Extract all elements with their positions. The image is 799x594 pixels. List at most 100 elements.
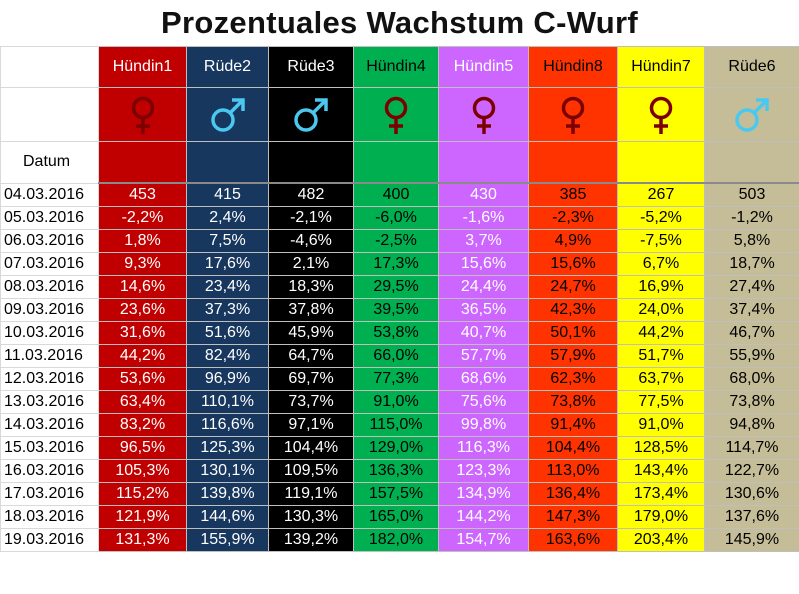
value-cell: 104,4% (528, 436, 618, 460)
value-cell: 16,9% (617, 275, 705, 299)
value-cell: 15,6% (528, 252, 618, 276)
date-cell: 04.03.2016 (0, 182, 99, 207)
value-cell: 415 (186, 182, 269, 207)
value-cell: 36,5% (438, 298, 529, 322)
value-cell: 136,4% (528, 482, 618, 506)
value-cell: 482 (268, 182, 354, 207)
value-cell: 115,0% (353, 413, 439, 437)
value-cell: -2,3% (528, 206, 618, 230)
table-row: 17.03.2016 115,2% 139,8% 119,1% 157,5% 134,9%… (0, 482, 799, 506)
value-cell: 136,3% (353, 459, 439, 483)
value-cell: 39,5% (353, 298, 439, 322)
date-cell: 07.03.2016 (0, 252, 99, 276)
value-cell: 77,5% (617, 390, 705, 414)
value-cell: 385 (528, 182, 618, 207)
page-title: Prozentuales Wachstum C-Wurf (161, 5, 638, 40)
value-cell: 15,6% (438, 252, 529, 276)
value-cell: 82,4% (186, 344, 269, 368)
value-cell: 73,8% (528, 390, 618, 414)
male-symbol-icon (706, 95, 799, 135)
value-cell: 63,4% (98, 390, 187, 414)
value-cell: 104,4% (268, 436, 354, 460)
table-row: 12.03.2016 53,6% 96,9% 69,7% 77,3% 68,6% 62,3%… (0, 367, 799, 391)
value-cell: 69,7% (268, 367, 354, 391)
value-cell: 57,9% (528, 344, 618, 368)
value-cell: 68,6% (438, 367, 529, 391)
value-cell: 6,7% (617, 252, 705, 276)
value-cell: -7,5% (617, 229, 705, 253)
value-cell: 37,3% (186, 298, 269, 322)
value-cell: 68,0% (704, 367, 799, 391)
value-cell: 24,0% (617, 298, 705, 322)
date-cell: 11.03.2016 (0, 344, 99, 368)
value-cell: 4,9% (528, 229, 618, 253)
value-cell: 97,1% (268, 413, 354, 437)
date-cell: 17.03.2016 (0, 482, 99, 506)
value-cell: 105,3% (98, 459, 187, 483)
value-cell: 23,4% (186, 275, 269, 299)
value-cell: 114,7% (704, 436, 799, 460)
table-row: 11.03.2016 44,2% 82,4% 64,7% 66,0% 57,7% 57,9%… (0, 344, 799, 368)
value-cell: -6,0% (353, 206, 439, 230)
male-symbol-icon (188, 95, 268, 135)
value-cell: 267 (617, 182, 705, 207)
value-cell: 139,2% (268, 528, 354, 552)
header-datum-row: Datum (0, 141, 799, 184)
header-blank-cell (186, 141, 269, 184)
header-symbol-row (0, 87, 799, 142)
table-row: 10.03.2016 31,6% 51,6% 45,9% 53,8% 40,7% 50,1%… (0, 321, 799, 345)
table-body: Hündin1 Rüde2 Rüde3 Hündin4 Hündin5 Hündin8 Hü… (0, 46, 799, 552)
value-cell: 116,3% (438, 436, 529, 460)
value-cell: 73,7% (268, 390, 354, 414)
value-cell: 131,3% (98, 528, 187, 552)
value-cell: 182,0% (353, 528, 439, 552)
value-cell: 453 (98, 182, 187, 207)
value-cell: 125,3% (186, 436, 269, 460)
table-row: 05.03.2016 -2,2% 2,4% -2,1% -6,0% -1,6% -2,3% -… (0, 206, 799, 230)
table-row: 15.03.2016 96,5% 125,3% 104,4% 129,0% 116,3% 1… (0, 436, 799, 460)
value-cell: -2,5% (353, 229, 439, 253)
value-cell: 110,1% (186, 390, 269, 414)
value-cell: 113,0% (528, 459, 618, 483)
value-cell: 31,6% (98, 321, 187, 345)
value-cell: 44,2% (98, 344, 187, 368)
value-cell: 157,5% (353, 482, 439, 506)
value-cell: 1,8% (98, 229, 187, 253)
value-cell: 57,7% (438, 344, 529, 368)
value-cell: 45,9% (268, 321, 354, 345)
value-cell: 139,8% (186, 482, 269, 506)
value-cell: 91,0% (617, 413, 705, 437)
value-cell: 63,7% (617, 367, 705, 391)
value-cell: 123,3% (438, 459, 529, 483)
value-cell: -1,6% (438, 206, 529, 230)
value-cell: 109,5% (268, 459, 354, 483)
date-cell: 08.03.2016 (0, 275, 99, 299)
value-cell: -1,2% (704, 206, 799, 230)
value-cell: 119,1% (268, 482, 354, 506)
value-cell: 163,6% (528, 528, 618, 552)
value-cell: 37,8% (268, 298, 354, 322)
female-symbol-icon (355, 95, 438, 135)
header-empty-cell (0, 46, 99, 88)
value-cell: 94,8% (704, 413, 799, 437)
date-cell: 16.03.2016 (0, 459, 99, 483)
value-cell: 5,8% (704, 229, 799, 253)
date-cell: 14.03.2016 (0, 413, 99, 437)
value-cell: 91,4% (528, 413, 618, 437)
table-row: 07.03.2016 9,3% 17,6% 2,1% 17,3% 15,6% 15,6% 6,… (0, 252, 799, 276)
value-cell: 14,6% (98, 275, 187, 299)
value-cell: -5,2% (617, 206, 705, 230)
value-cell: 66,0% (353, 344, 439, 368)
header-blank-cell (98, 141, 187, 184)
value-cell: 144,6% (186, 505, 269, 529)
value-cell: 17,3% (353, 252, 439, 276)
value-cell: 137,6% (704, 505, 799, 529)
value-cell: 53,6% (98, 367, 187, 391)
column-header-4: Hündin5 (438, 46, 529, 88)
date-cell: 12.03.2016 (0, 367, 99, 391)
value-cell: 77,3% (353, 367, 439, 391)
value-cell: 130,1% (186, 459, 269, 483)
value-cell: 130,6% (704, 482, 799, 506)
value-cell: 27,4% (704, 275, 799, 299)
female-symbol-icon (530, 95, 617, 135)
